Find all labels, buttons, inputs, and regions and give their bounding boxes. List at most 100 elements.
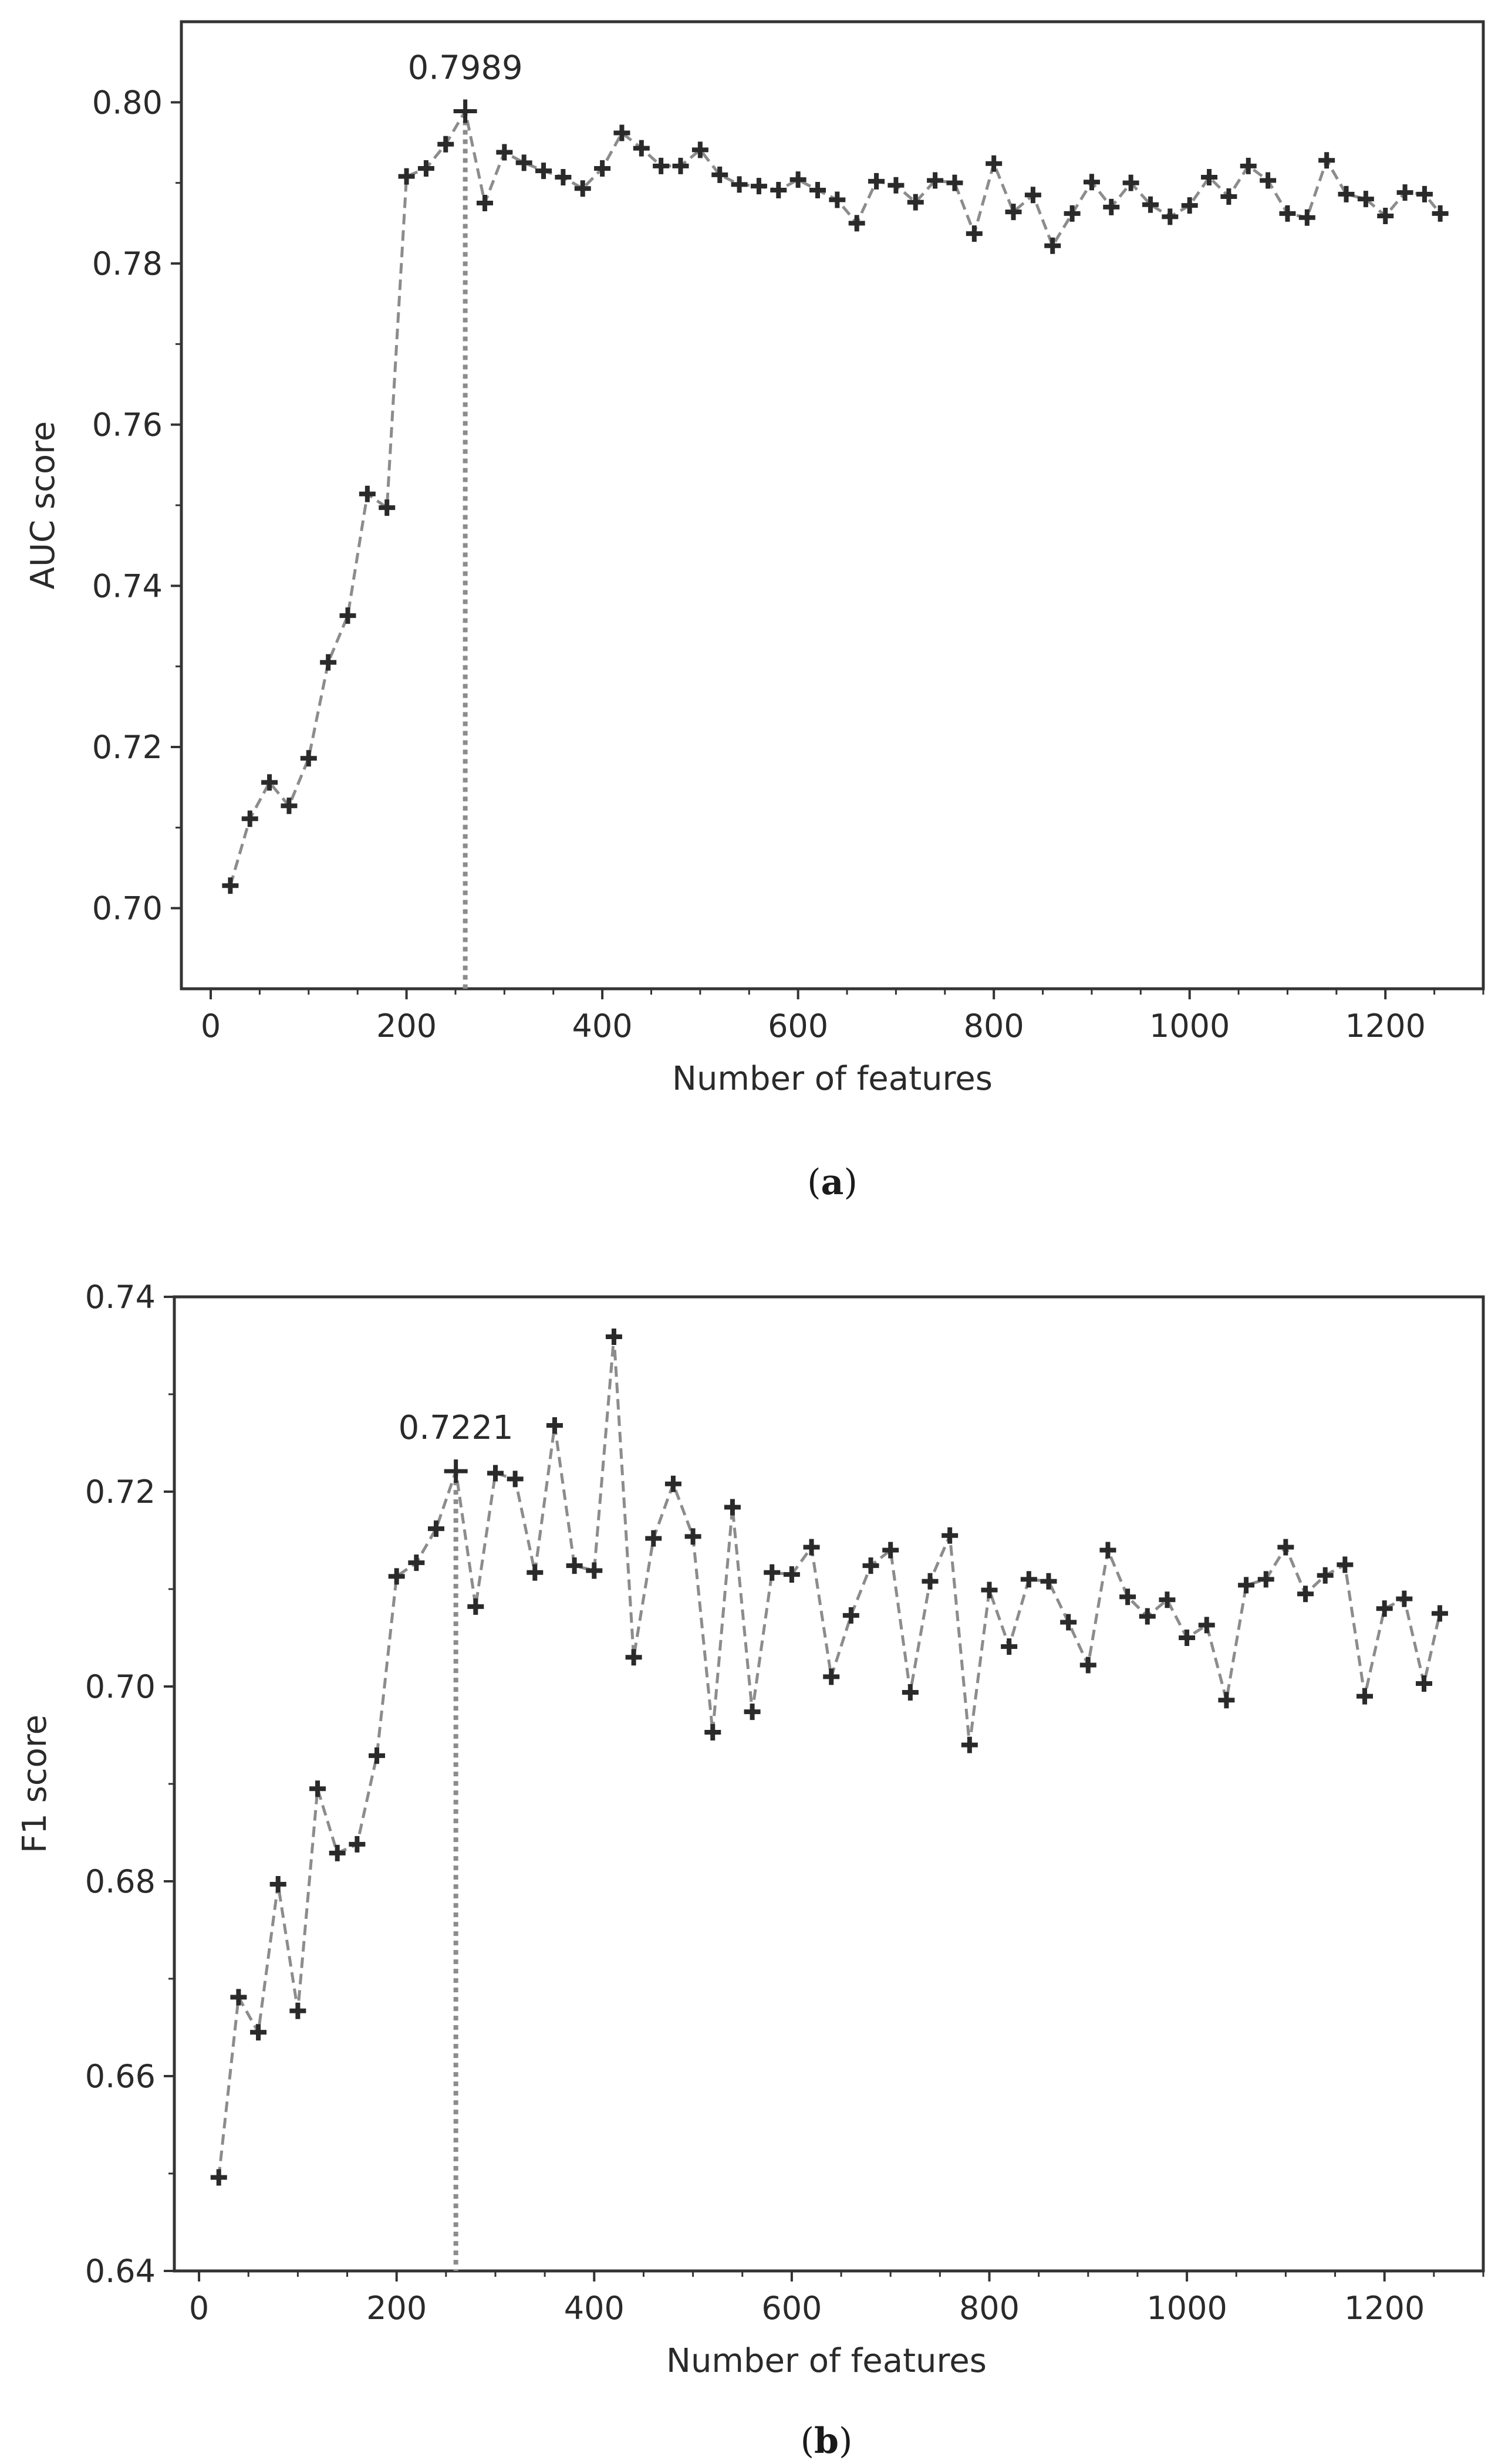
panel-b-data-point — [388, 1568, 405, 1585]
panel-b-x-tick-label: 1000 — [1146, 2290, 1227, 2327]
panel-a-data-point — [241, 810, 258, 827]
panel-b-data-point — [664, 1475, 681, 1492]
panel-b-data-point — [1431, 1605, 1448, 1622]
panel-a-data-point — [633, 140, 650, 157]
panel-a-data-point — [1162, 208, 1179, 225]
panel-a-data-point — [359, 485, 376, 502]
panel-b-data-point — [1159, 1591, 1176, 1608]
panel-b-y-tick-label: 0.68 — [85, 1863, 156, 1900]
panel-b-data-point — [862, 1557, 879, 1574]
panel-a-data-point — [1181, 197, 1198, 214]
panel-b-x-tick-label: 400 — [564, 2290, 625, 2327]
panel-b-data-point — [309, 1780, 326, 1797]
panel-b-data-point — [250, 2024, 267, 2041]
panel-a-y-tick-label: 0.74 — [92, 567, 163, 604]
panel-b-data-point — [1337, 1556, 1354, 1573]
panel-b-data-point — [1356, 1688, 1374, 1705]
panel-a-data-point — [731, 176, 748, 193]
panel-a-data-point — [398, 168, 415, 185]
panel-b-data-point — [566, 1557, 583, 1574]
panel-a-data-point — [261, 774, 278, 791]
panel-a-data-point — [986, 155, 1003, 172]
panel-b-y-tick-label: 0.74 — [85, 1279, 156, 1316]
panel-a-data-point — [1103, 198, 1120, 215]
panel-b-data-point — [230, 1989, 247, 2006]
panel-a-x-tick-label: 0 — [201, 1008, 221, 1045]
panel-a-series-line — [229, 107, 1442, 886]
panel-b-data-point — [744, 1703, 761, 1721]
panel-b-x-tick-label: 200 — [366, 2290, 427, 2327]
panel-b-caption-letter: b — [814, 2421, 839, 2462]
panel-a-auc-chart: 0 200 400 600 800 1000 1200 0.70 0.72 0.74 0.76 0.7… — [24, 20, 1485, 1203]
panel-a-data-point — [1024, 187, 1041, 204]
panel-a-data-point — [809, 182, 826, 199]
panel-a-x-tick-label: 800 — [964, 1008, 1024, 1045]
panel-b-data-point — [586, 1562, 603, 1579]
panel-b-data-point — [1179, 1630, 1196, 1646]
panel-a-data-point — [1142, 196, 1159, 213]
panel-b-series — [210, 1329, 1448, 2271]
panel-a-data-point — [1240, 157, 1257, 174]
panel-a-data-point — [1122, 174, 1139, 191]
panel-a-series — [222, 99, 1449, 989]
panel-a-x-axis-label: Number of features — [672, 1060, 993, 1098]
panel-a-data-point — [1083, 174, 1100, 191]
panel-a-data-point — [1416, 185, 1433, 202]
panel-b-data-point — [764, 1564, 781, 1581]
panel-a-data-point — [300, 750, 317, 767]
panel-b-data-point — [625, 1649, 642, 1666]
panel-a-caption-letter: a — [821, 1162, 844, 1203]
panel-b-series-line — [217, 1336, 1442, 2178]
panel-b-data-point — [1297, 1586, 1314, 1603]
panel-b-data-point — [1079, 1657, 1096, 1674]
panel-b-data-point — [882, 1542, 899, 1559]
panel-a-data-point — [515, 154, 532, 171]
panel-a-data-point — [907, 194, 924, 211]
panel-a-data-point — [222, 877, 239, 894]
panel-b-y-tick-label: 0.64 — [85, 2253, 156, 2290]
panel-b-data-point — [467, 1598, 484, 1615]
panel-b-y-tick-label: 0.72 — [85, 1473, 156, 1510]
panel-b-data-point — [289, 2002, 306, 2019]
panel-b-data-point — [1257, 1571, 1274, 1588]
panel-a-data-point — [535, 163, 552, 180]
panel-b-data-point — [981, 1581, 998, 1598]
panel-b-x-tick-label: 600 — [761, 2290, 822, 2327]
panel-b-data-point — [428, 1520, 444, 1537]
panel-b-data-point — [1020, 1571, 1037, 1588]
panel-a-y-tick-label: 0.78 — [92, 245, 163, 282]
panel-b-y-tick-label: 0.70 — [85, 1668, 156, 1705]
panel-b-data-point — [507, 1471, 524, 1488]
panel-b-data-point — [605, 1329, 622, 1346]
panel-a-x-tick-label: 1000 — [1149, 1008, 1230, 1045]
panel-b-data-point — [487, 1465, 504, 1482]
panel-a-data-point — [437, 136, 454, 153]
panel-b-data-point — [1099, 1542, 1116, 1559]
panel-a-data-point — [1298, 209, 1315, 226]
panel-a-x-tick-label: 1200 — [1345, 1008, 1426, 1045]
panel-b-data-point — [444, 1459, 468, 1483]
panel-b-data-point — [1139, 1608, 1156, 1625]
panel-b-data-point — [1416, 1675, 1433, 1692]
panel-a-y-tick-label: 0.80 — [92, 84, 163, 121]
panel-b-data-point — [842, 1607, 859, 1624]
panel-a-data-point — [1396, 184, 1413, 201]
panel-b-f1-chart: 0 200 400 600 800 1000 1200 0.64 0.66 0.68 0.70 0.7… — [16, 1279, 1485, 2462]
panel-b-data-point — [329, 1844, 346, 1861]
panel-a-data-point — [927, 172, 944, 189]
panel-b-caption: (b) — [801, 2421, 853, 2462]
panel-a-data-point — [750, 178, 767, 195]
panel-b-data-point — [210, 2169, 227, 2186]
panel-b-data-point — [902, 1684, 919, 1701]
panel-a-ticks: 0 200 400 600 800 1000 1200 0.70 0.72 0.74 0.76 0.7… — [92, 84, 1484, 1045]
panel-b-data-point — [546, 1417, 563, 1434]
panel-a-x-tick-label: 400 — [572, 1008, 633, 1045]
panel-b-data-point — [783, 1566, 800, 1583]
panel-a-data-point — [594, 160, 611, 177]
panel-b-y-tick-label: 0.66 — [85, 2058, 156, 2095]
panel-a-data-point — [417, 160, 434, 177]
panel-a-caption: (a) — [807, 1162, 858, 1203]
panel-a-data-point — [966, 225, 983, 242]
panel-a-y-axis-label: AUC score — [24, 421, 62, 590]
